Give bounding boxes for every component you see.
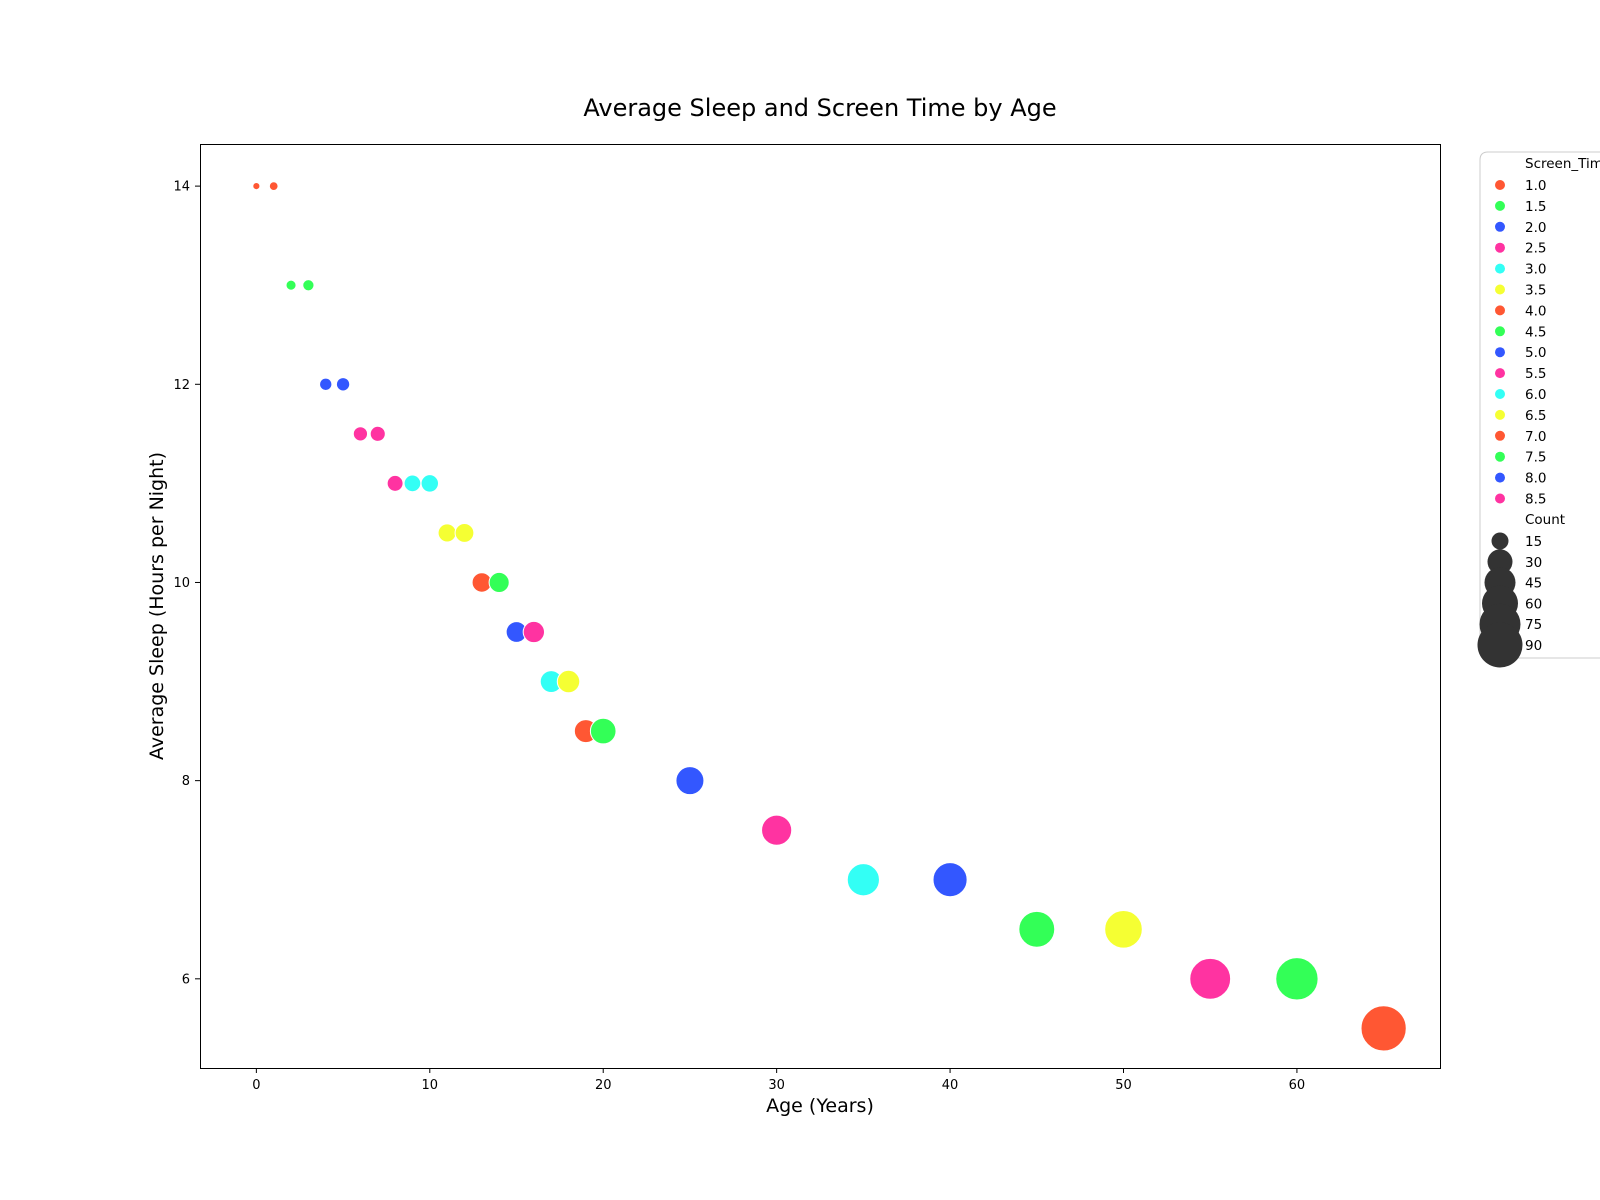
plot-points (252, 181, 1407, 1052)
data-point (454, 523, 475, 543)
legend-hue-marker (1495, 347, 1505, 358)
data-point (319, 377, 333, 391)
legend-hue-label: 3.5 (1525, 283, 1546, 299)
legend-hue-label: 3.0 (1525, 262, 1546, 278)
x-tick-label: 0 (252, 1078, 260, 1093)
legend-size-marker (1491, 532, 1509, 550)
legend-hue-entries: 1.0 1.5 2.0 2.5 3.0 3.5 4.0 4.5 5.0 5.5 6.0 6.5 7.0 7… (1495, 178, 1546, 508)
x-tick-label: 50 (1115, 1078, 1132, 1093)
legend-hue-label: 1.0 (1525, 178, 1546, 194)
y-tick-label: 12 (173, 378, 190, 393)
data-point (268, 181, 279, 191)
y-tick-label: 6 (182, 972, 190, 987)
legend: Screen_Time 1.0 1.5 2.0 2.5 3.0 3.5 4.0 4.5 5.0 5… (1477, 151, 1600, 668)
plot-frame (200, 144, 1441, 1069)
x-tick-label: 60 (1289, 1078, 1306, 1093)
legend-size-label: 30 (1525, 555, 1542, 571)
y-tick-label: 14 (173, 180, 190, 195)
legend-hue-marker (1495, 326, 1505, 337)
legend-hue-marker (1495, 451, 1505, 462)
data-point (488, 571, 510, 594)
data-point (589, 717, 617, 745)
data-point (1018, 910, 1056, 948)
legend-hue-marker (1495, 472, 1505, 483)
data-point (1189, 957, 1232, 1000)
legend-hue-marker (1495, 409, 1505, 420)
y-axis-label: Average Sleep (Hours per Night) (146, 452, 168, 760)
y-tick-label: 10 (173, 576, 190, 591)
x-axis-label: Age (Years) (766, 1095, 874, 1117)
data-point (522, 620, 546, 644)
legend-size-marker (1487, 549, 1513, 575)
y-tick-label: 8 (182, 774, 190, 789)
x-axis-ticks: 0 10 20 30 40 50 60 (252, 1068, 1305, 1093)
legend-size-label: 75 (1525, 617, 1542, 633)
data-point (761, 814, 793, 846)
data-point (285, 279, 297, 291)
legend-hue-marker (1495, 200, 1505, 211)
data-point (369, 425, 386, 442)
data-point (302, 279, 315, 292)
data-point (386, 474, 404, 492)
legend-size-label: 90 (1525, 638, 1542, 654)
x-tick-label: 40 (942, 1078, 959, 1093)
legend-hue-label: 2.5 (1525, 241, 1546, 257)
legend-hue-marker (1495, 389, 1505, 399)
legend-size-label: 15 (1525, 534, 1542, 550)
legend-hue-label: 4.5 (1525, 324, 1546, 340)
data-point (352, 426, 369, 442)
data-point (1104, 909, 1143, 949)
data-point (675, 766, 705, 796)
legend-hue-label: 7.5 (1525, 450, 1546, 466)
chart-title: Average Sleep and Screen Time by Age (583, 94, 1056, 122)
data-point (1275, 957, 1319, 1001)
data-point (420, 474, 440, 493)
legend-hue-marker (1495, 305, 1505, 316)
legend-hue-label: 7.0 (1525, 429, 1546, 445)
legend-hue-marker (1495, 263, 1505, 274)
legend-hue-marker (1495, 493, 1505, 504)
y-axis-ticks: 6 8 10 12 14 (173, 180, 200, 987)
legend-size-label: 60 (1525, 596, 1542, 612)
legend-size-title: Count (1525, 512, 1565, 528)
legend-hue-label: 1.5 (1525, 199, 1546, 215)
data-point (403, 474, 422, 493)
legend-hue-label: 4.0 (1525, 303, 1546, 319)
data-point (932, 862, 968, 898)
legend-hue-label: 5.5 (1525, 366, 1546, 382)
legend-size-entries: 15 30 45 60 75 90 (1477, 532, 1542, 668)
legend-hue-marker (1495, 221, 1505, 232)
legend-hue-title: Screen_Time (1525, 156, 1600, 172)
x-tick-label: 10 (422, 1078, 439, 1093)
x-tick-label: 20 (595, 1078, 612, 1093)
legend-hue-label: 5.0 (1525, 345, 1546, 361)
data-point (437, 523, 457, 543)
legend-hue-label: 8.5 (1525, 492, 1546, 508)
data-point (252, 182, 261, 191)
legend-hue-label: 2.0 (1525, 220, 1546, 236)
x-tick-label: 30 (768, 1078, 785, 1093)
legend-hue-label: 6.5 (1525, 408, 1546, 424)
legend-hue-label: 8.0 (1525, 471, 1546, 487)
data-point (846, 863, 880, 897)
legend-size-marker (1477, 622, 1523, 668)
legend-hue-marker (1495, 284, 1505, 295)
legend-hue-marker (1495, 242, 1505, 253)
legend-hue-label: 6.0 (1525, 387, 1546, 403)
data-point (335, 377, 351, 392)
legend-size-label: 45 (1525, 576, 1542, 592)
data-point (1360, 1005, 1407, 1052)
legend-hue-marker (1495, 368, 1505, 379)
legend-hue-marker (1495, 180, 1505, 190)
legend-hue-marker (1495, 430, 1505, 441)
data-point (556, 669, 581, 694)
